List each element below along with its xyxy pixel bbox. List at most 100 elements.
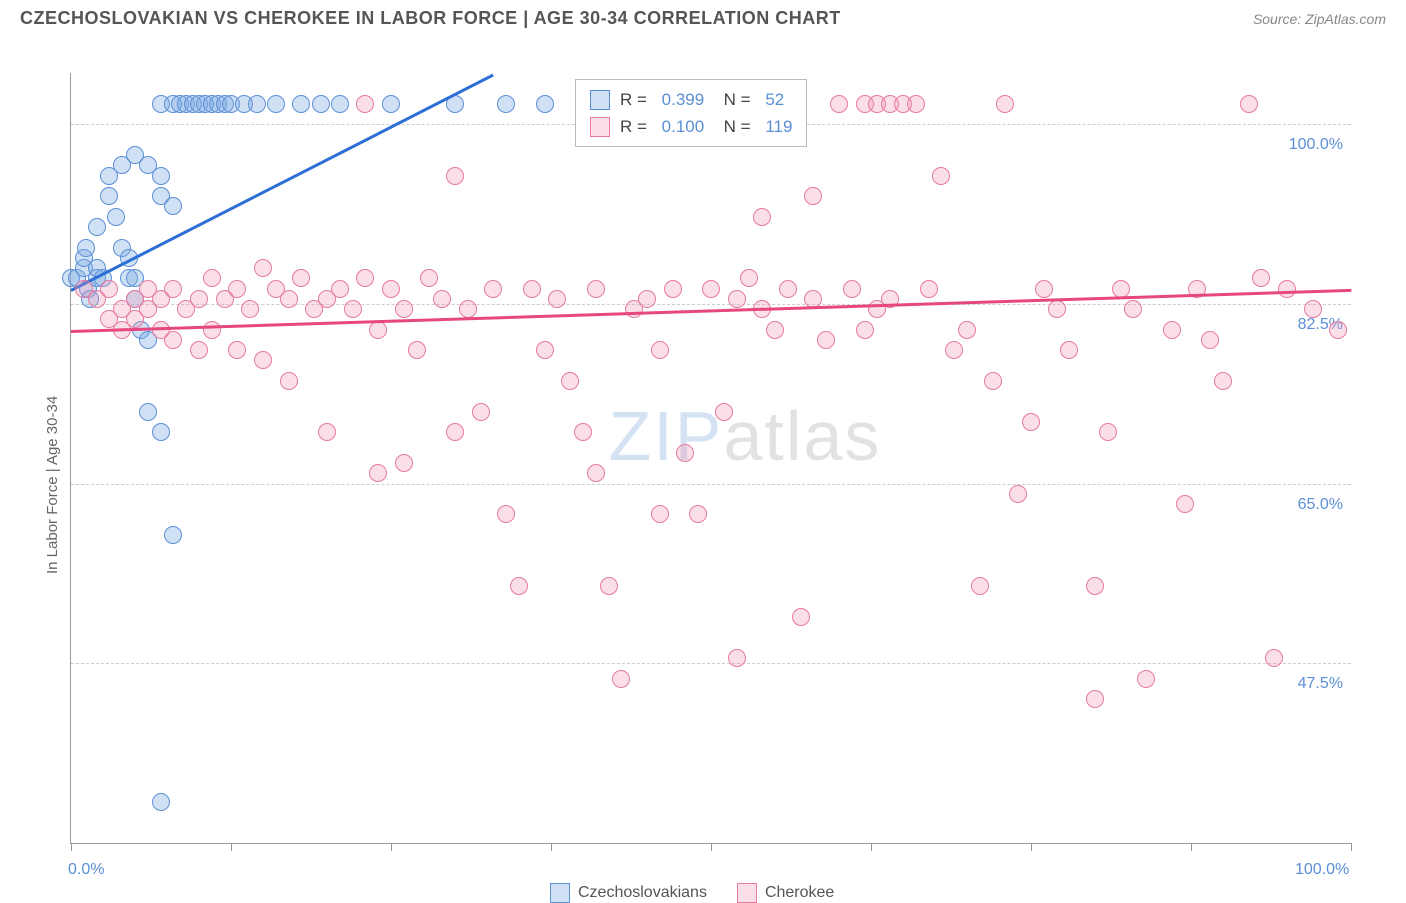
data-point xyxy=(689,505,707,523)
x-tick xyxy=(1031,843,1032,851)
data-point xyxy=(920,280,938,298)
data-point xyxy=(536,341,554,359)
data-point xyxy=(1252,269,1270,287)
stat-r-value: 0.100 xyxy=(662,113,705,140)
data-point xyxy=(996,95,1014,113)
data-point xyxy=(958,321,976,339)
data-point xyxy=(1214,372,1232,390)
data-point xyxy=(164,526,182,544)
data-point xyxy=(1137,670,1155,688)
data-point xyxy=(190,290,208,308)
data-point xyxy=(203,321,221,339)
stat-n-value: 52 xyxy=(765,86,784,113)
y-tick-label: 100.0% xyxy=(1289,136,1343,154)
data-point xyxy=(651,341,669,359)
data-point xyxy=(152,423,170,441)
data-point xyxy=(228,341,246,359)
legend-item: Cherokee xyxy=(737,883,834,903)
data-point xyxy=(1240,95,1258,113)
data-point xyxy=(843,280,861,298)
data-point xyxy=(107,208,125,226)
data-point xyxy=(408,341,426,359)
legend-label: Cherokee xyxy=(765,884,834,902)
data-point xyxy=(561,372,579,390)
gridline-h xyxy=(71,484,1351,485)
data-point xyxy=(164,280,182,298)
data-point xyxy=(1086,690,1104,708)
x-tick xyxy=(1191,843,1192,851)
data-point xyxy=(1124,300,1142,318)
y-tick-label: 65.0% xyxy=(1298,496,1343,514)
data-point xyxy=(804,187,822,205)
data-point xyxy=(638,290,656,308)
x-tick xyxy=(1351,843,1352,851)
legend-swatch xyxy=(550,883,570,903)
data-point xyxy=(612,670,630,688)
x-tick xyxy=(871,843,872,851)
data-point xyxy=(1099,423,1117,441)
data-point xyxy=(907,95,925,113)
data-point xyxy=(1278,280,1296,298)
data-point xyxy=(574,423,592,441)
data-point xyxy=(1329,321,1347,339)
data-point xyxy=(152,167,170,185)
data-point xyxy=(664,280,682,298)
data-point xyxy=(100,280,118,298)
data-point xyxy=(856,321,874,339)
watermark: ZIPatlas xyxy=(609,396,882,476)
data-point xyxy=(356,95,374,113)
source-name: ZipAtlas.com xyxy=(1305,11,1386,27)
data-point xyxy=(1265,649,1283,667)
data-point xyxy=(88,218,106,236)
plot-area: ZIPatlas 47.5%65.0%82.5%100.0% xyxy=(70,73,1351,844)
data-point xyxy=(356,269,374,287)
data-point xyxy=(164,331,182,349)
x-tick xyxy=(551,843,552,851)
stat-r-value: 0.399 xyxy=(662,86,705,113)
data-point xyxy=(203,269,221,287)
data-point xyxy=(523,280,541,298)
legend-item: Czechoslovakians xyxy=(550,883,707,903)
data-point xyxy=(152,793,170,811)
data-point xyxy=(1048,300,1066,318)
data-point xyxy=(1176,495,1194,513)
data-point xyxy=(766,321,784,339)
data-point xyxy=(267,95,285,113)
data-point xyxy=(792,608,810,626)
data-point xyxy=(497,505,515,523)
data-point xyxy=(728,649,746,667)
data-point xyxy=(753,208,771,226)
data-point xyxy=(715,403,733,421)
data-point xyxy=(728,290,746,308)
data-point xyxy=(292,95,310,113)
gridline-h xyxy=(71,304,1351,305)
data-point xyxy=(1112,280,1130,298)
stat-n-value: 119 xyxy=(765,113,792,140)
data-point xyxy=(932,167,950,185)
watermark-zip: ZIP xyxy=(609,397,724,475)
data-point xyxy=(164,197,182,215)
data-point xyxy=(139,403,157,421)
data-point xyxy=(1201,331,1219,349)
y-axis-title: In Labor Force | Age 30-34 xyxy=(44,395,61,573)
x-tick xyxy=(231,843,232,851)
data-point xyxy=(248,95,266,113)
data-point xyxy=(817,331,835,349)
data-point xyxy=(292,269,310,287)
stats-box: R = 0.399 N = 52R = 0.100 N = 119 xyxy=(575,79,807,147)
data-point xyxy=(945,341,963,359)
data-point xyxy=(446,167,464,185)
data-point xyxy=(1163,321,1181,339)
data-point xyxy=(971,577,989,595)
data-point xyxy=(446,423,464,441)
data-point xyxy=(254,259,272,277)
x-tick xyxy=(711,843,712,851)
source-attribution: Source: ZipAtlas.com xyxy=(1253,11,1386,27)
watermark-atlas: atlas xyxy=(724,397,882,475)
data-point xyxy=(228,280,246,298)
chart-title: CZECHOSLOVAKIAN VS CHEROKEE IN LABOR FOR… xyxy=(20,8,841,29)
data-point xyxy=(510,577,528,595)
series-swatch xyxy=(590,117,610,137)
data-point xyxy=(420,269,438,287)
data-point xyxy=(651,505,669,523)
